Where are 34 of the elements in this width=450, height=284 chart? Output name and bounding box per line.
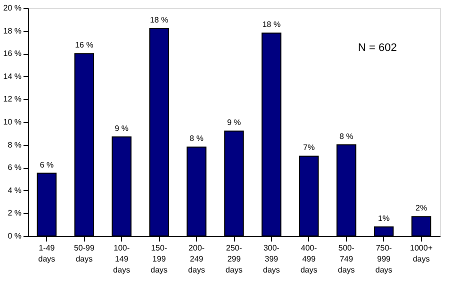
data-label: 9 % bbox=[114, 124, 129, 133]
y-tick-label: 10 % bbox=[3, 118, 22, 126]
x-tick-label: 100-149 days bbox=[113, 244, 130, 274]
x-tick-label: 300-399 days bbox=[263, 244, 280, 274]
x-tick-label: 1000+ days bbox=[410, 244, 433, 264]
y-tick-label: 6 % bbox=[8, 163, 22, 172]
data-label: 18 % bbox=[150, 16, 168, 25]
y-tick-label: 0 % bbox=[8, 232, 22, 240]
data-label: 7% bbox=[303, 143, 315, 152]
y-tick-label: 8 % bbox=[8, 140, 22, 150]
x-tick-label: 150-199 days bbox=[150, 244, 168, 274]
y-tick-label: 20 % bbox=[3, 4, 22, 12]
y-tick-label: 12 % bbox=[3, 94, 22, 104]
x-tick-label: 50-99 days bbox=[74, 244, 95, 264]
annotation: N = 602 bbox=[358, 42, 397, 54]
data-label: 8 % bbox=[339, 132, 354, 141]
y-tick-label: 14 % bbox=[3, 72, 22, 81]
x-tick-label: 200-249 days bbox=[188, 244, 205, 274]
x-tick-label: 750-999 days bbox=[375, 244, 392, 274]
data-label: 1% bbox=[378, 214, 390, 223]
y-tick-label: 4 % bbox=[8, 186, 22, 195]
x-tick-label: 400-499 days bbox=[300, 244, 318, 274]
data-label: 8 % bbox=[190, 134, 204, 144]
y-tick-label: 2 % bbox=[8, 208, 22, 218]
x-tick-label: 1-49 days bbox=[38, 244, 56, 264]
data-label: 16 % bbox=[75, 40, 94, 50]
data-label: 2% bbox=[415, 204, 428, 213]
y-tick-label: 16 % bbox=[3, 49, 22, 58]
x-tick-label: 250-299 days bbox=[226, 244, 242, 274]
x-tick-label: 500-749 days bbox=[338, 244, 355, 274]
y-tick-label: 18 % bbox=[3, 26, 22, 36]
data-label: 18 % bbox=[262, 20, 281, 30]
data-label: 6 % bbox=[40, 160, 54, 170]
data-label: 9 % bbox=[227, 118, 241, 128]
